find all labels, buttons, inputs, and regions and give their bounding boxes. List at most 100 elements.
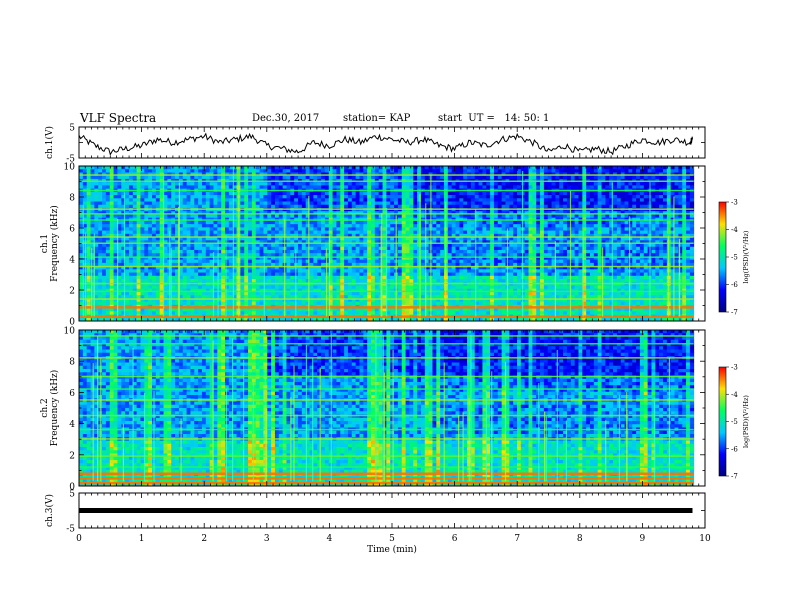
x-tick-label: 1 <box>139 534 145 544</box>
sferic-streak <box>545 416 547 482</box>
sferic-streak <box>380 225 382 317</box>
spectral-band <box>79 335 694 337</box>
colorbar-tick-label: -6 <box>731 281 738 289</box>
y-tick-label: -5 <box>66 525 75 535</box>
y-axis-label: Frequency (kHz) <box>49 370 60 447</box>
spectral-band <box>79 472 694 475</box>
ch2-spectrogram <box>79 330 695 487</box>
y-axis-label: ch.3(V) <box>44 494 55 527</box>
sferic-streak <box>91 247 93 317</box>
sferic-streak <box>143 393 146 482</box>
sferic-streak <box>544 411 546 482</box>
sferic-streak <box>252 381 254 482</box>
sferic-streak <box>97 336 99 482</box>
y-tick-label: 6 <box>69 389 75 399</box>
sferic-streak <box>312 357 314 482</box>
colorbar-tick-label: -4 <box>731 226 738 234</box>
spectral-band <box>79 189 694 192</box>
sferic-streak <box>82 205 84 317</box>
colorbar-tick-label: -7 <box>731 309 738 317</box>
colorbar-tick-label: -7 <box>731 473 738 481</box>
sferic-streak <box>678 238 680 317</box>
sferic-streak <box>232 338 234 482</box>
sferic-streak <box>462 412 464 482</box>
sferic-streak <box>330 333 332 482</box>
x-tick-label: 8 <box>577 534 583 544</box>
sferic-streak <box>308 195 310 317</box>
sferic-streak <box>153 391 155 482</box>
sferic-streak <box>443 362 445 482</box>
sferic-streak <box>445 201 447 317</box>
spectral-band <box>79 466 694 468</box>
x-tick-label: 5 <box>389 534 395 544</box>
sferic-streak <box>375 333 377 482</box>
sferic-streak <box>319 367 321 482</box>
sferic-streak <box>232 166 234 317</box>
sferic-streak <box>117 219 119 317</box>
x-tick-label: 6 <box>452 534 458 544</box>
sferic-streak <box>180 418 182 482</box>
sferic-streak <box>425 203 427 317</box>
sferic-streak <box>293 365 295 482</box>
sferic-streak <box>554 241 556 317</box>
y-tick-label: 10 <box>64 327 76 337</box>
sferic-streak <box>217 239 219 317</box>
ch1-waveform-line <box>78 132 693 156</box>
colorbar <box>718 366 727 477</box>
sferic-streak <box>177 206 180 317</box>
sferic-streak <box>382 335 384 482</box>
y-tick-label: 10 <box>64 163 76 173</box>
spectral-band <box>79 375 694 378</box>
sferic-streak <box>602 247 604 317</box>
y-tick-label: 2 <box>69 451 75 461</box>
colorbar-tick-label: -3 <box>731 199 738 207</box>
y-tick-label: 5 <box>69 490 75 500</box>
sferic-streak <box>132 348 134 482</box>
sferic-streak <box>430 174 432 317</box>
x-tick-label: 4 <box>327 534 333 544</box>
y-tick-label: 4 <box>69 420 75 430</box>
x-tick-label: 7 <box>514 534 520 544</box>
sferic-streak <box>618 394 620 482</box>
x-tick-label: 10 <box>699 534 711 544</box>
sferic-streak <box>582 231 584 317</box>
y-tick-label: 8 <box>69 358 75 368</box>
figure-title: VLF Spectra <box>80 111 157 125</box>
spectral-band <box>79 343 694 345</box>
x-tick-label: 3 <box>264 534 270 544</box>
sferic-streak <box>284 219 286 317</box>
sferic-streak <box>295 249 297 317</box>
sferic-streak <box>243 359 245 482</box>
spectral-band <box>79 180 694 182</box>
spectral-band <box>79 174 694 176</box>
sferic-streak <box>673 196 675 317</box>
spectral-band <box>79 428 694 431</box>
sferic-streak <box>419 194 421 317</box>
y-axis-label: ch.1(V) <box>44 126 55 159</box>
sferic-streak <box>386 208 388 317</box>
sferic-streak <box>265 409 267 482</box>
colorbar-tick-label: -4 <box>731 391 738 399</box>
sferic-streak <box>92 362 94 482</box>
sferic-streak <box>212 340 214 482</box>
sferic-streak <box>629 216 631 317</box>
sferic-streak <box>491 407 493 482</box>
sferic-streak <box>328 235 331 317</box>
sferic-streak <box>163 172 165 317</box>
y-axis-label: Frequency (kHz) <box>49 205 60 282</box>
sferic-streak <box>458 415 460 482</box>
sferic-streak <box>626 392 628 482</box>
date-label: Dec.30, 2017 <box>252 113 320 124</box>
y-tick-label: 0 <box>69 483 75 493</box>
sferic-streak <box>668 357 670 482</box>
y-tick-label: 4 <box>69 256 75 266</box>
sferic-streak <box>305 345 307 482</box>
colorbar-tick-label: -5 <box>731 254 738 262</box>
sferic-streak <box>170 247 172 317</box>
sferic-streak <box>504 362 507 482</box>
spectral-band <box>79 455 694 457</box>
sferic-streak <box>169 230 171 317</box>
y-axis-label: ch.1 <box>40 234 50 253</box>
sferic-streak <box>565 420 567 482</box>
